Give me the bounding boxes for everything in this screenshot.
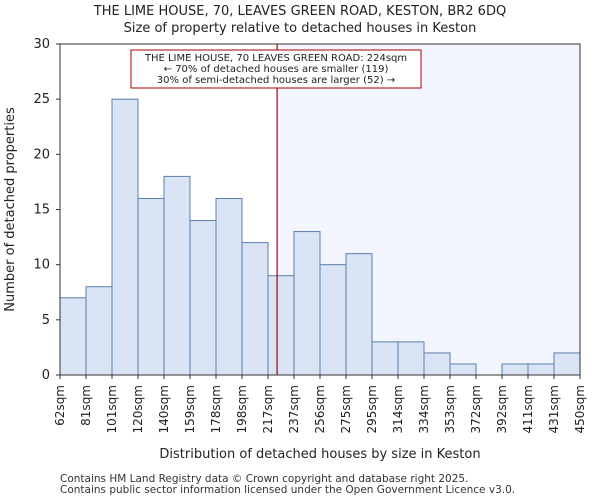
x-tick-label: 314sqm [391,385,405,433]
x-tick-label: 217sqm [261,385,275,433]
histogram-bar [345,253,373,376]
histogram-bar [371,341,399,376]
histogram-bar [241,242,269,376]
y-tick-label: 0 [42,368,50,383]
histogram-bar [553,352,581,376]
x-tick-label: 178sqm [209,385,223,433]
histogram-bar [163,175,191,376]
x-tick-label: 81sqm [79,385,93,426]
annotation-text-line: 30% of semi-detached houses are larger (… [157,75,395,86]
y-tick-label: 5 [42,313,50,328]
x-tick-label: 392sqm [495,385,509,433]
x-tick-label: 159sqm [183,385,197,433]
y-tick-label: 30 [33,37,50,52]
y-tick-label: 20 [33,147,50,162]
annotation-box [130,49,422,89]
x-tick-label: 120sqm [131,385,145,433]
histogram-bar [319,264,347,376]
x-tick-label: 101sqm [105,385,119,433]
x-tick-label: 372sqm [469,385,483,433]
histogram-bar [215,197,243,376]
histogram-bar [423,352,451,376]
annotation-text-line: ← 70% of detached houses are smaller (11… [164,64,389,75]
y-axis-label: Number of detached properties [3,107,18,312]
histogram-bar [293,231,321,376]
x-tick-label: 237sqm [287,385,301,433]
y-tick-label: 25 [33,92,50,107]
x-tick-label: 450sqm [573,385,587,433]
x-tick-label: 62sqm [53,385,67,426]
x-tick-label: 334sqm [417,385,431,433]
footer-attribution-1: Contains HM Land Registry data © Crown c… [60,473,469,485]
x-axis-label: Distribution of detached houses by size … [159,447,480,462]
histogram-bar [85,286,113,376]
x-tick-label: 295sqm [365,385,379,433]
histogram-bar [449,363,477,376]
histogram-bar [59,297,87,376]
footer-attribution-2: Contains public sector information licen… [60,484,516,496]
x-tick-label: 353sqm [443,385,457,433]
histogram-bar [189,220,217,376]
chart-title-line1: THE LIME HOUSE, 70, LEAVES GREEN ROAD, K… [93,4,507,19]
chart-title-line2: Size of property relative to detached ho… [123,21,477,36]
x-tick-label: 431sqm [547,385,561,433]
x-tick-label: 275sqm [339,385,353,433]
histogram-bar [137,197,165,376]
annotation-text-line: THE LIME HOUSE, 70 LEAVES GREEN ROAD: 22… [144,53,407,64]
x-tick-label: 198sqm [235,385,249,433]
histogram-bar [267,275,295,376]
y-tick-label: 15 [33,203,50,218]
y-tick-label: 10 [33,258,50,273]
histogram-bar [111,98,139,376]
x-tick-label: 411sqm [521,385,535,433]
histogram-bar [397,341,425,376]
x-tick-label: 256sqm [313,385,327,433]
histogram-bar [501,363,529,376]
histogram-bar [527,363,555,376]
x-tick-label: 140sqm [157,385,171,433]
